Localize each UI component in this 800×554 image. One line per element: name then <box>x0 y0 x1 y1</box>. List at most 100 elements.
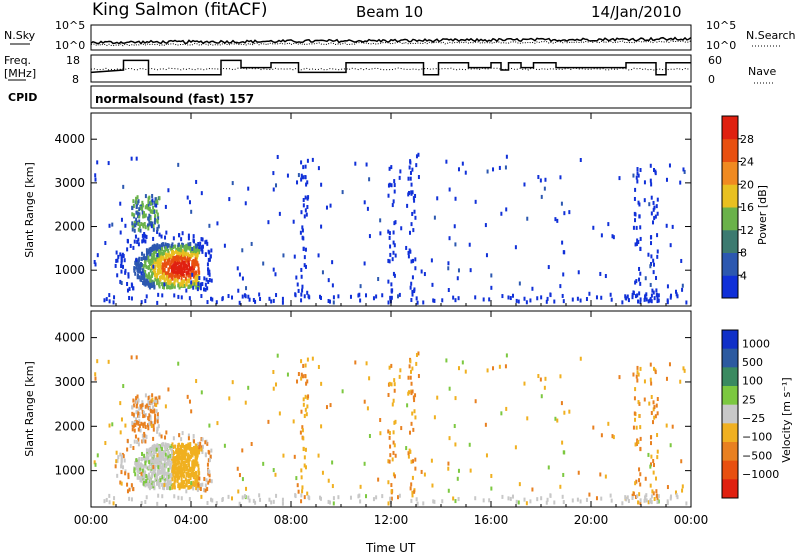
power-cell <box>139 277 142 282</box>
velocity-cell <box>474 399 477 404</box>
velocity-cell <box>652 400 655 405</box>
velocity-cell <box>653 496 656 501</box>
velocity-cell <box>415 352 418 357</box>
velocity-cell <box>198 450 201 455</box>
power-cell <box>211 297 214 302</box>
power-cell <box>158 282 161 287</box>
velocity-cell <box>120 481 123 486</box>
velocity-cell <box>159 470 162 475</box>
power-cell <box>156 268 159 273</box>
freq-tick-bottom: 8 <box>72 73 79 86</box>
velocity-cell <box>655 476 658 481</box>
power-cell <box>139 268 142 273</box>
velocity-cell <box>157 449 160 454</box>
power-cell <box>153 200 156 205</box>
velocity-cell <box>177 484 180 489</box>
colorbar-swatch <box>722 386 738 406</box>
power-cell <box>151 270 154 275</box>
power-cell <box>195 179 198 184</box>
velocity-cell <box>210 497 213 502</box>
velocity-cell <box>200 447 203 452</box>
power-colorbar-swatches <box>721 115 739 299</box>
velocity-cell <box>656 455 659 460</box>
velocity-cell <box>140 457 143 462</box>
velocity-cell <box>208 478 211 483</box>
power-cell <box>650 211 653 216</box>
velocity-cell <box>390 382 393 387</box>
power-cell <box>600 295 603 300</box>
power-cell <box>210 278 213 283</box>
velocity-cell <box>131 427 134 432</box>
power-cell <box>143 276 146 281</box>
velocity-cell <box>399 368 402 373</box>
velocity-cell <box>652 458 655 463</box>
power-cell <box>247 186 250 191</box>
velocity-cell <box>175 450 178 455</box>
velocity-cell <box>648 401 651 406</box>
power-cell <box>122 184 125 189</box>
power-cell <box>162 251 165 256</box>
power-cell <box>187 255 190 260</box>
velocity-cell <box>147 481 150 486</box>
power-cell <box>300 298 303 303</box>
power-cell <box>392 240 395 245</box>
velocity-cell <box>139 466 142 471</box>
power-cell <box>184 247 187 252</box>
power-cell <box>152 281 155 286</box>
power-cell <box>457 296 460 301</box>
velocity-cell <box>162 469 165 474</box>
velocity-cell <box>153 486 156 491</box>
velocity-cell <box>189 446 192 451</box>
velocity-cell <box>304 374 307 379</box>
velocity-cell <box>160 458 163 463</box>
velocity-cell <box>147 426 150 431</box>
velocity-cell <box>562 450 565 455</box>
power-cell <box>167 250 170 255</box>
velocity-cell <box>650 411 653 416</box>
power-cell <box>523 182 526 187</box>
power-cell <box>198 250 201 255</box>
power-cell <box>526 216 529 221</box>
power-cell <box>638 214 641 219</box>
velocity-cell <box>196 479 199 484</box>
power-cell <box>595 295 598 300</box>
velocity-cell <box>176 451 179 456</box>
power-cell <box>199 241 202 246</box>
velocity-cell <box>130 497 133 502</box>
velocity-cell <box>393 474 396 479</box>
power-cell <box>639 300 642 305</box>
power-cell <box>177 255 180 260</box>
power-cell <box>185 258 188 263</box>
velocity-cell <box>147 473 150 478</box>
velocity-cell <box>168 465 171 470</box>
velocity-colorbar-swatches <box>721 329 739 499</box>
velocity-cell <box>505 353 508 358</box>
velocity-cell <box>302 363 305 368</box>
power-cell <box>200 191 203 196</box>
velocity-cell <box>357 494 360 499</box>
velocity-cell <box>180 464 183 469</box>
velocity-cell <box>158 483 161 488</box>
velocity-cell <box>187 468 190 473</box>
power-cell <box>135 220 138 225</box>
power-cell <box>137 258 140 263</box>
power-cell <box>152 205 155 210</box>
power-cell <box>634 218 637 223</box>
power-cell <box>196 274 199 279</box>
velocity-cell <box>420 469 423 474</box>
power-cell <box>148 259 151 264</box>
power-cell <box>161 282 164 287</box>
colorbar-tick-label: −1000 <box>742 468 779 481</box>
power-cell <box>387 258 390 263</box>
power-cell <box>143 272 146 277</box>
power-cell <box>137 237 140 242</box>
velocity-cell <box>198 471 201 476</box>
velocity-cell <box>123 458 126 463</box>
velocity-cell <box>644 476 647 481</box>
power-cell <box>327 298 330 303</box>
power-cell <box>645 297 648 302</box>
velocity-cell <box>177 458 180 463</box>
power-cell <box>410 222 413 227</box>
power-cell <box>154 270 157 275</box>
power-cell <box>152 259 155 264</box>
